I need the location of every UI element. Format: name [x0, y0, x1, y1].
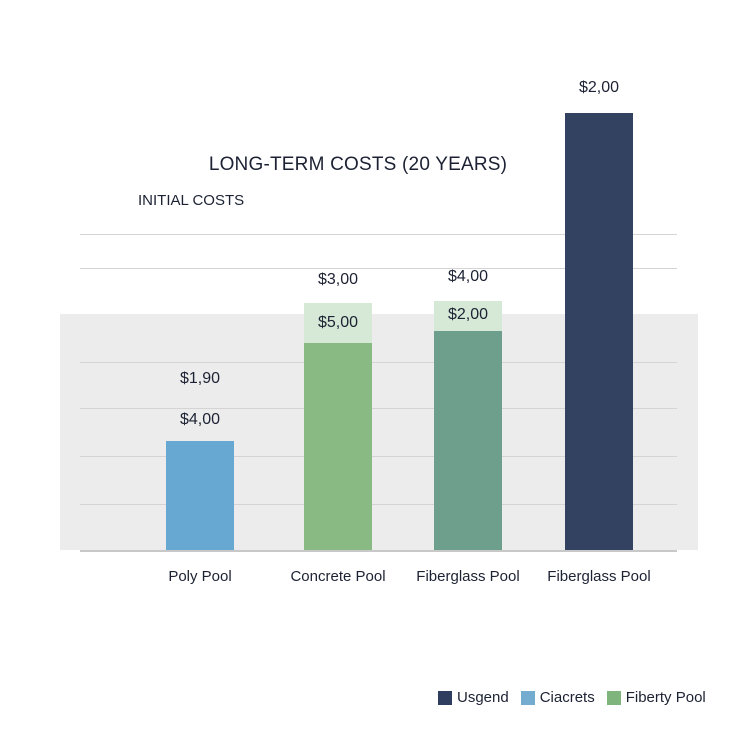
legend-label: Fiberty Pool	[626, 689, 706, 706]
data-label: $4,00	[150, 411, 250, 429]
legend-item: Usgend	[438, 689, 509, 706]
legend-item: Ciacrets	[521, 689, 595, 706]
legend-swatch	[438, 691, 452, 705]
data-label: $1,90	[150, 370, 250, 388]
bar	[434, 331, 502, 550]
data-label: $2,00	[549, 79, 649, 97]
data-label: $4,00	[418, 268, 518, 286]
legend-label: Ciacrets	[540, 689, 595, 706]
legend-swatch	[521, 691, 535, 705]
data-label: $2,00	[418, 306, 518, 324]
bar	[166, 441, 234, 550]
legend: Usgend Ciacrets Fiberty Pool	[438, 689, 718, 706]
x-axis-baseline	[80, 550, 677, 552]
legend-swatch	[607, 691, 621, 705]
chart-subtitle: INITIAL COSTS	[138, 192, 244, 209]
data-label: $5,00	[288, 314, 388, 332]
bar	[565, 113, 633, 550]
legend-label: Usgend	[457, 689, 509, 706]
legend-item: Fiberty Pool	[607, 689, 706, 706]
data-label: $3,00	[288, 271, 388, 289]
x-tick-label: Poly Pool	[120, 568, 280, 585]
bar	[304, 343, 372, 550]
x-tick-label: Fiberglass Pool	[519, 568, 679, 585]
